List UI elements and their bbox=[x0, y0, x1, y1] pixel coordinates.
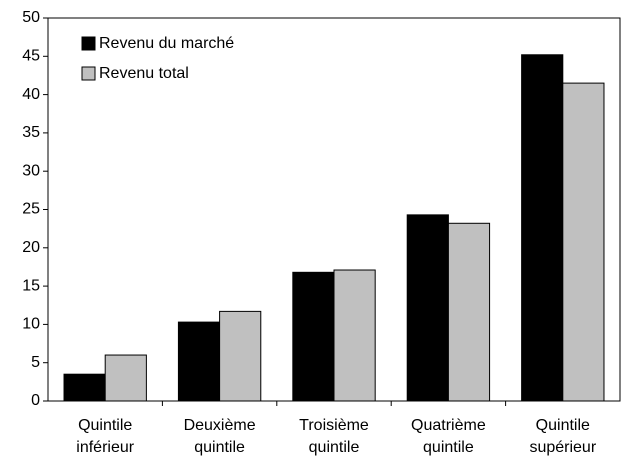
legend-swatch bbox=[81, 66, 96, 81]
legend-swatch bbox=[81, 36, 96, 51]
legend-label: Revenu total bbox=[99, 65, 189, 82]
x-tick-label: Quintile supérieur bbox=[529, 417, 597, 456]
y-tick-label: 15 bbox=[22, 277, 40, 294]
y-tick-label: 45 bbox=[22, 48, 40, 65]
y-tick-label: 20 bbox=[22, 239, 40, 256]
bar bbox=[177, 321, 221, 402]
legend-label: Revenu du marché bbox=[99, 35, 234, 52]
x-tick-label: Quatrième quintile bbox=[411, 417, 486, 456]
bar bbox=[406, 214, 449, 402]
bar bbox=[104, 354, 147, 402]
bar bbox=[333, 269, 376, 402]
bar bbox=[521, 54, 564, 402]
bar bbox=[63, 373, 106, 402]
y-tick-label: 0 bbox=[31, 392, 40, 409]
y-tick-label: 5 bbox=[31, 354, 40, 371]
x-tick-label: Quintile inférieur bbox=[76, 417, 135, 456]
y-tick-label: 50 bbox=[22, 9, 40, 26]
y-tick-label: 40 bbox=[22, 86, 40, 103]
x-tick-label: Deuxième quintile bbox=[183, 417, 256, 456]
y-tick-label: 35 bbox=[22, 124, 40, 141]
y-tick-label: 10 bbox=[22, 316, 40, 333]
bar bbox=[292, 271, 335, 402]
plot-frame bbox=[47, 17, 621, 402]
bar bbox=[562, 82, 605, 402]
y-tick-label: 30 bbox=[22, 162, 40, 179]
y-tick-label: 25 bbox=[22, 201, 40, 218]
bar bbox=[447, 222, 491, 402]
bar bbox=[219, 310, 262, 402]
x-tick-label: Troisième quintile bbox=[299, 417, 369, 456]
